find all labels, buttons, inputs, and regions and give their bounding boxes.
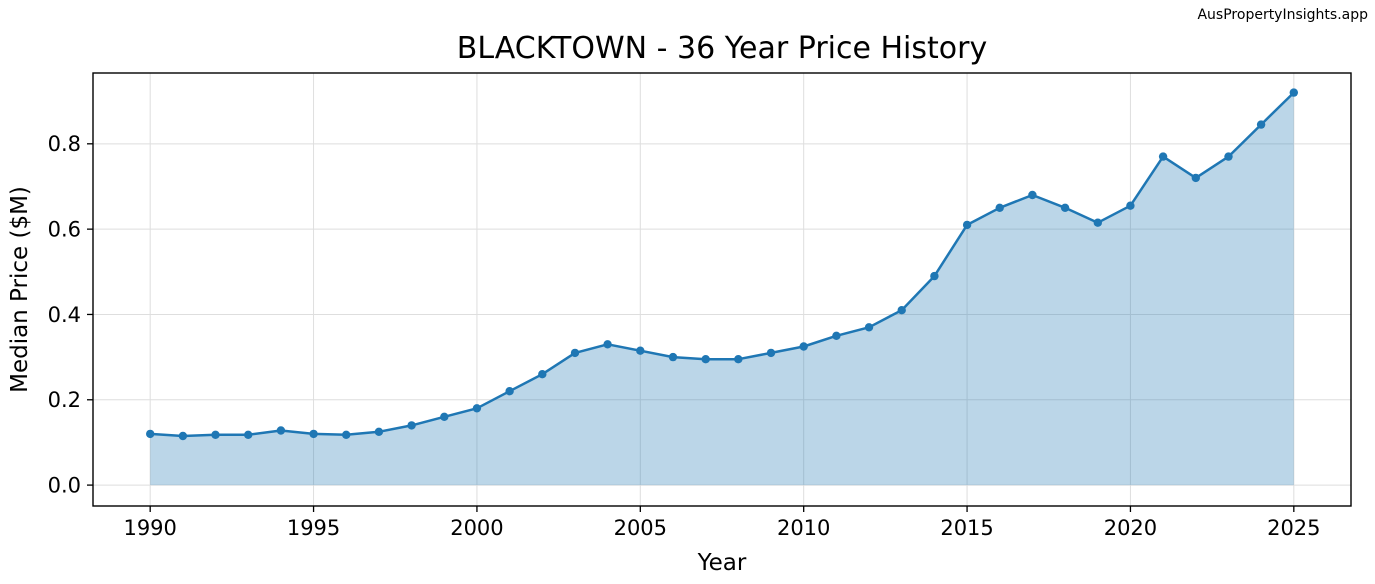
data-point-2017	[1028, 190, 1037, 200]
data-point-2002	[538, 370, 547, 379]
data-point-1998	[407, 421, 416, 430]
data-point-2008	[734, 355, 743, 364]
data-point-2012	[864, 323, 874, 332]
data-point-2003	[570, 348, 580, 358]
y-tick-label-0.6: 0.6	[48, 217, 81, 241]
data-point-2024	[1256, 120, 1266, 129]
data-points	[146, 88, 1299, 441]
data-point-2015	[962, 220, 972, 230]
gridlines	[93, 73, 1351, 506]
x-tick-label-2020: 2020	[1104, 516, 1157, 540]
data-point-2021	[1158, 152, 1168, 161]
data-point-1992	[211, 430, 220, 439]
y-axis-label: Median Price ($M)	[7, 186, 33, 393]
data-point-2023	[1224, 152, 1233, 161]
data-point-2007	[701, 355, 710, 364]
data-point-2010	[799, 342, 808, 351]
data-point-2001	[505, 387, 514, 396]
y-tick-label-0.0: 0.0	[48, 473, 81, 497]
x-axis-label: Year	[697, 550, 747, 576]
data-point-2014	[930, 271, 939, 281]
data-point-2019	[1093, 218, 1103, 227]
data-point-2009	[766, 348, 776, 358]
data-point-2006	[668, 352, 678, 362]
data-point-2025	[1289, 88, 1299, 97]
data-point-2004	[603, 340, 612, 349]
x-tick-label-2005: 2005	[614, 516, 667, 540]
data-point-2018	[1060, 203, 1070, 212]
watermark: AusPropertyInsights.app	[1197, 7, 1368, 23]
x-tick-label-1995: 1995	[287, 516, 340, 540]
data-point-2022	[1191, 173, 1201, 183]
data-point-1991	[178, 431, 188, 441]
data-point-1994	[276, 426, 286, 435]
chart-title: BLACKTOWN - 36 Year Price History	[457, 31, 987, 66]
axes-spines	[92, 72, 1352, 507]
y-tick-label-0.2: 0.2	[48, 388, 81, 412]
y-tick-labels: 0.0 0.2 0.4 0.6 0.8	[48, 132, 81, 497]
data-point-1990	[146, 429, 155, 439]
y-tick-label-0.4: 0.4	[48, 303, 81, 327]
price-line	[148, 91, 1296, 438]
data-point-2000	[472, 404, 482, 413]
data-point-1999	[440, 412, 449, 421]
data-point-1997	[374, 427, 384, 436]
y-tick-label-0.8: 0.8	[48, 132, 81, 156]
plot-border	[92, 72, 1352, 507]
data-point-2013	[897, 306, 906, 315]
x-tick-label-1990: 1990	[123, 516, 176, 540]
data-point-2005	[636, 346, 645, 355]
x-tick-label-2025: 2025	[1267, 516, 1320, 540]
area-fill	[150, 92, 1294, 486]
tick-marks	[87, 143, 1295, 512]
x-tick-label-2000: 2000	[450, 516, 503, 540]
data-point-2016	[995, 203, 1004, 212]
data-point-2011	[832, 331, 841, 340]
data-point-2020	[1126, 201, 1135, 210]
price-area-fill	[150, 92, 1294, 486]
data-point-1993	[244, 430, 253, 439]
data-point-1995	[309, 429, 318, 439]
price-line-path	[148, 91, 1296, 438]
data-point-1996	[342, 430, 351, 439]
x-tick-label-2015: 2015	[940, 516, 993, 540]
x-tick-label-2010: 2010	[777, 516, 830, 540]
x-tick-labels: 1990 1995 2000 2005 2010 2015 2020 2025	[123, 516, 1320, 540]
